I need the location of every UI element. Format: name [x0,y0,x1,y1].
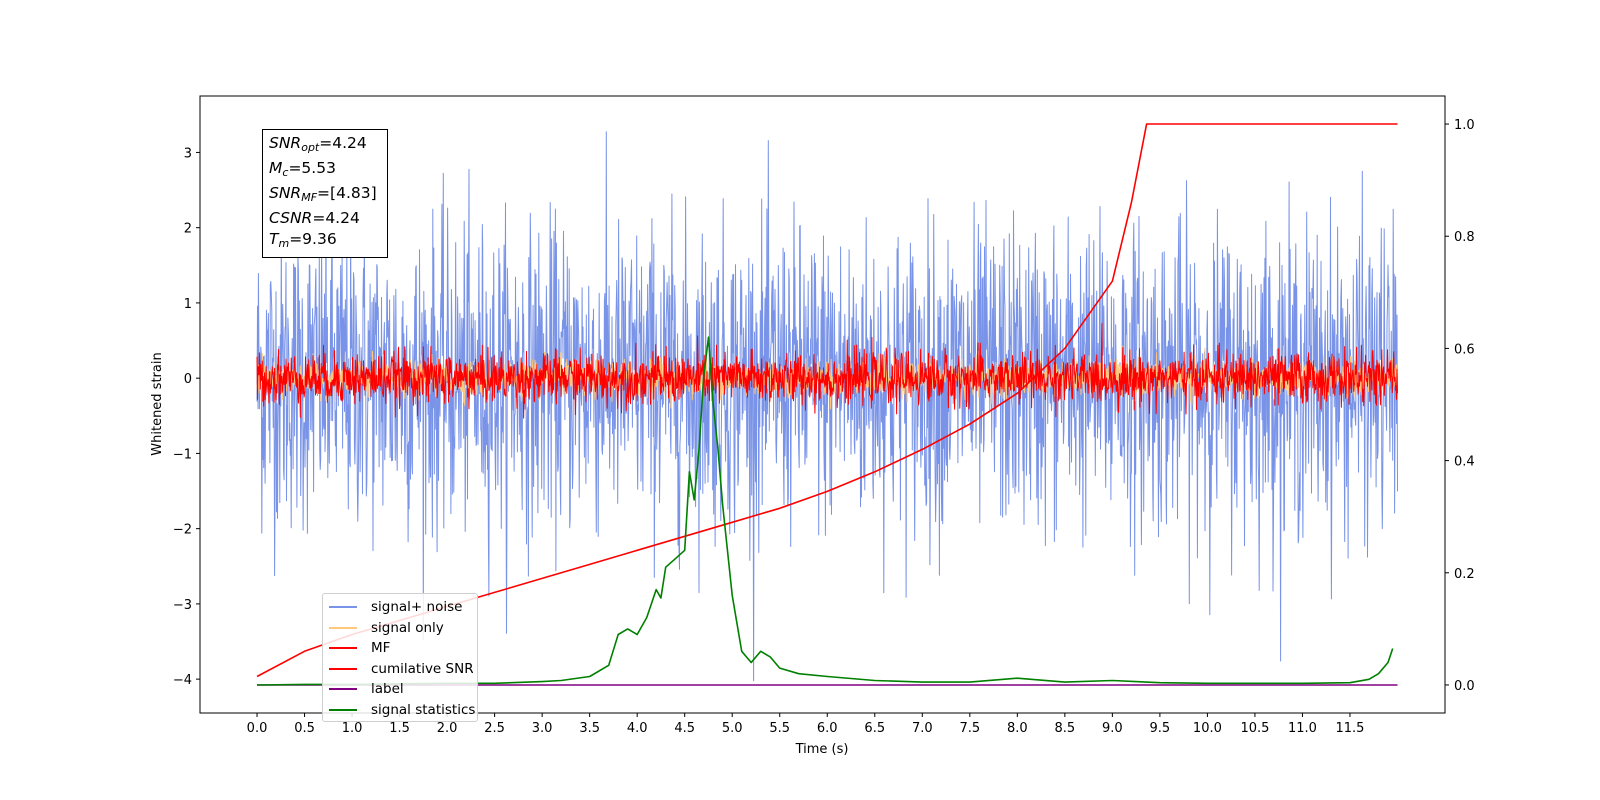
legend-label: MF [371,640,391,657]
stats-annotation-box: SNRopt=4.24 Mc=5.53 SNRMF=[4.83] CSNR=4.24 T… [262,129,388,258]
x-tick-label: 11.0 [1288,721,1317,736]
x-tick-label: 5.0 [722,721,743,736]
stat-symbol: CSNR [269,209,313,227]
legend-swatch [329,688,357,691]
x-tick-label: 7.0 [912,721,933,736]
legend-label: cumilative SNR [371,660,474,677]
y-axis-right: 0.0 0.2 0.4 0.6 0.8 1.0 [1445,118,1475,694]
legend-item: cumilative SNR [329,659,474,680]
stat-subscript: c [282,166,289,179]
x-tick-label: 10.5 [1240,721,1269,736]
legend-label: signal statistics [371,701,476,718]
x-tick-label: 11.5 [1335,721,1364,736]
stat-value: =[4.83] [317,184,377,202]
x-tick-label: 4.0 [627,721,648,736]
x-tick-label: 1.0 [342,721,363,736]
x-tick-label: 10.0 [1193,721,1222,736]
x-tick-label: 6.5 [864,721,885,736]
stat-line: Tm=9.36 [269,229,382,254]
legend-item: signal+ noise [329,597,471,618]
x-tick-label: 2.0 [437,721,458,736]
x-tick-label: 5.5 [769,721,790,736]
y-right-tick-label: 0.0 [1454,679,1475,694]
series-line-signal-noise [256,131,1398,682]
stat-value: =5.53 [288,159,336,177]
x-tick-label: 8.0 [1007,721,1028,736]
y-right-tick-label: 1.0 [1454,118,1475,133]
legend: signal+ noise signal only MF cumilative SNR… [322,593,478,722]
y-right-tick-label: 0.2 [1454,567,1475,582]
legend-swatch [329,647,357,650]
y-right-tick-label: 0.4 [1454,455,1475,470]
legend-item: signal statistics [329,700,475,721]
legend-item: MF [329,638,471,659]
series-line-signal-statistics [256,336,1394,686]
legend-swatch [329,626,357,629]
x-tick-label: 6.0 [817,721,838,736]
stat-subscript: opt [301,141,320,154]
y-left-tick-label: −4 [173,673,192,688]
legend-item: label [329,679,471,700]
legend-label: signal only [371,619,444,636]
stat-symbol: SNR [269,184,302,202]
x-tick-label: 3.0 [532,721,553,736]
y-left-tick-label: −2 [173,523,192,538]
stat-symbol: T [269,230,279,248]
y-left-tick-label: 3 [184,146,192,161]
stat-value: =4.24 [312,209,360,227]
x-tick-label: 7.5 [959,721,980,736]
x-tick-label: 9.5 [1150,721,1171,736]
stat-line: SNRMF=[4.83] [269,183,382,208]
stat-subscript: m [278,237,290,250]
stat-value: =4.24 [319,134,367,152]
y-left-tick-label: 1 [184,297,192,312]
y-right-tick-label: 0.6 [1454,342,1475,357]
y-axis-left: −4 −3 −2 −1 0 1 2 3 [173,146,200,688]
x-axis-label: Time (s) [795,742,849,757]
series-line-mf [256,322,1398,419]
x-tick-label: 9.0 [1102,721,1123,736]
x-tick-label: 8.5 [1055,721,1076,736]
legend-swatch [329,606,357,609]
y-right-tick-label: 0.8 [1454,230,1475,245]
stat-value: =9.36 [289,230,337,248]
legend-swatch [329,708,357,711]
x-tick-label: 0.0 [247,721,268,736]
stat-subscript: MF [301,191,318,204]
x-tick-label: 1.5 [389,721,410,736]
y-left-tick-label: −1 [173,447,192,462]
y-left-tick-label: 2 [184,222,192,237]
stat-line: CSNR=4.24 [269,208,382,229]
x-tick-label: 4.5 [674,721,695,736]
stat-line: SNRopt=4.24 [269,133,382,158]
x-axis: 0.0 0.5 1.0 1.5 2.0 2.5 3.0 3.5 4.0 4.5 5.0 5.5 6.0 6… [247,713,1364,736]
y-left-tick-label: 0 [184,372,192,387]
x-tick-label: 3.5 [579,721,600,736]
stat-symbol: M [269,159,283,177]
y-axis-label: Whitened strain [150,352,165,455]
x-tick-label: 2.5 [484,721,505,736]
legend-item: signal only [329,618,471,639]
y-left-tick-label: −3 [173,598,192,613]
x-tick-label: 0.5 [294,721,315,736]
stat-symbol: SNR [269,134,302,152]
stat-line: Mc=5.53 [269,158,382,183]
plot-frame [199,95,1446,714]
legend-label: signal+ noise [371,599,463,616]
legend-swatch [329,667,357,670]
legend-label: label [371,681,404,698]
